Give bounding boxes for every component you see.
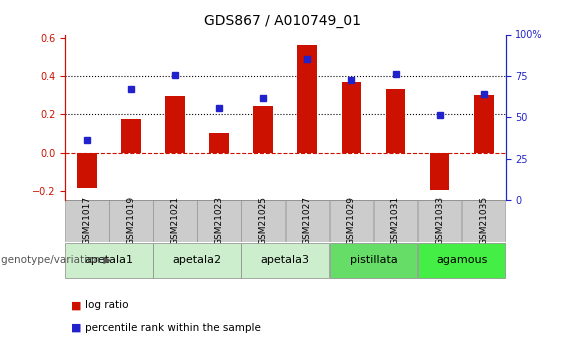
Text: genotype/variation ▶: genotype/variation ▶ [1,256,111,265]
Bar [121,119,141,152]
Bar [153,244,241,277]
Text: GSM21031: GSM21031 [391,196,400,245]
Bar [77,152,97,188]
Bar [65,200,109,242]
Bar [297,45,318,152]
Text: GSM21021: GSM21021 [171,196,180,245]
Text: GSM21017: GSM21017 [82,196,92,245]
Text: GSM21023: GSM21023 [215,196,224,245]
Bar [373,200,418,242]
Bar [462,200,506,242]
Bar [473,96,494,152]
Text: GSM21027: GSM21027 [303,196,312,245]
Bar [385,89,406,152]
Text: agamous: agamous [436,255,487,265]
Bar [65,244,153,277]
Bar [329,244,418,277]
Text: percentile rank within the sample: percentile rank within the sample [85,323,260,333]
Bar [153,200,197,242]
Bar [241,244,329,277]
Text: GSM21033: GSM21033 [435,196,444,245]
Text: log ratio: log ratio [85,300,128,310]
Text: pistillata: pistillata [350,255,397,265]
Text: GSM21019: GSM21019 [127,196,136,245]
Bar [418,244,506,277]
Text: ■: ■ [71,300,81,310]
Text: apetala1: apetala1 [85,255,133,265]
Bar [209,132,229,152]
Bar [165,96,185,152]
Text: apetala3: apetala3 [261,255,310,265]
Bar [109,200,153,242]
Text: GDS867 / A010749_01: GDS867 / A010749_01 [204,14,361,28]
Bar [253,106,273,152]
Bar [285,200,329,242]
Bar [429,152,450,190]
Text: apetala2: apetala2 [173,255,221,265]
Text: GSM21025: GSM21025 [259,196,268,245]
Bar [241,200,285,242]
Bar [197,200,241,242]
Text: GSM21035: GSM21035 [479,196,488,245]
Text: ■: ■ [71,323,81,333]
Bar [329,200,373,242]
Bar [418,200,462,242]
Text: GSM21029: GSM21029 [347,196,356,245]
Bar [341,82,362,152]
